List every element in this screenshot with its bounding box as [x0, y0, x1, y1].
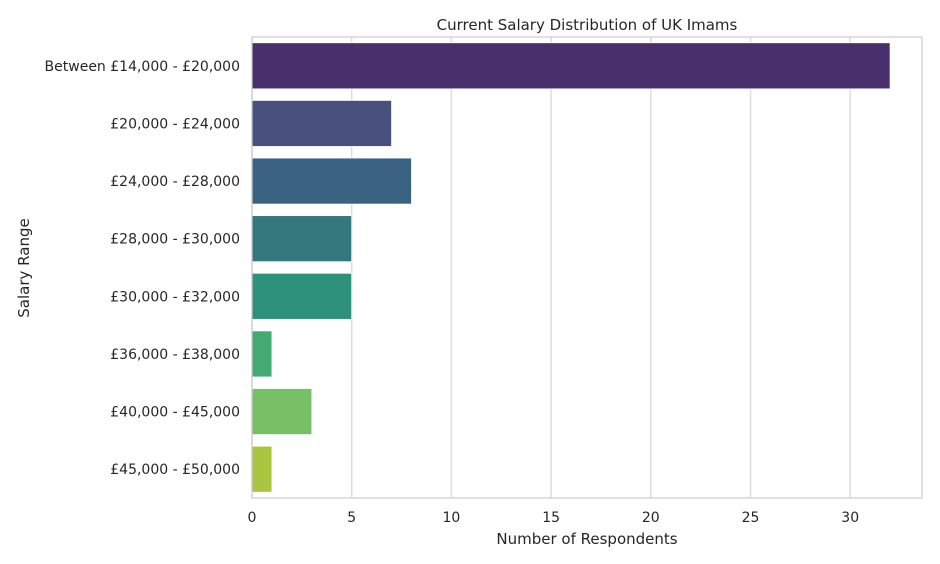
y-axis-label: Salary Range	[15, 218, 33, 317]
bar	[251, 445, 273, 493]
x-tick-label: 10	[442, 510, 460, 526]
bar	[251, 42, 891, 90]
y-tick-label: £40,000 - £45,000	[110, 405, 240, 421]
x-tick-label: 25	[742, 510, 760, 526]
x-tick-label: 5	[347, 510, 356, 526]
x-tick-labels: 0 5 10 15 20 25 30	[248, 510, 860, 526]
bar	[251, 272, 353, 320]
x-tick-label: 30	[841, 510, 859, 526]
chart-title: Current Salary Distribution of UK Imams	[437, 16, 738, 34]
y-tick-label: £28,000 - £30,000	[110, 232, 240, 248]
x-tick-label: 20	[642, 510, 660, 526]
bar	[251, 215, 353, 263]
y-tick-label: £36,000 - £38,000	[110, 347, 240, 363]
x-tick-label: 15	[542, 510, 560, 526]
bar	[251, 330, 273, 378]
x-axis-label: Number of Respondents	[496, 530, 677, 548]
bar	[251, 99, 392, 147]
y-tick-label: £20,000 - £24,000	[110, 116, 240, 132]
y-tick-label: £30,000 - £32,000	[110, 289, 240, 305]
bar	[251, 388, 313, 436]
y-tick-label: £45,000 - £50,000	[110, 462, 240, 478]
y-tick-label: Between £14,000 - £20,000	[45, 59, 240, 75]
bar	[251, 157, 412, 205]
x-tick-label: 0	[248, 510, 257, 526]
y-tick-label: £24,000 - £28,000	[110, 174, 240, 190]
y-tick-labels: Between £14,000 - £20,000 £20,000 - £24,0…	[45, 59, 240, 478]
plot-frame	[251, 36, 923, 499]
bars	[251, 42, 891, 493]
